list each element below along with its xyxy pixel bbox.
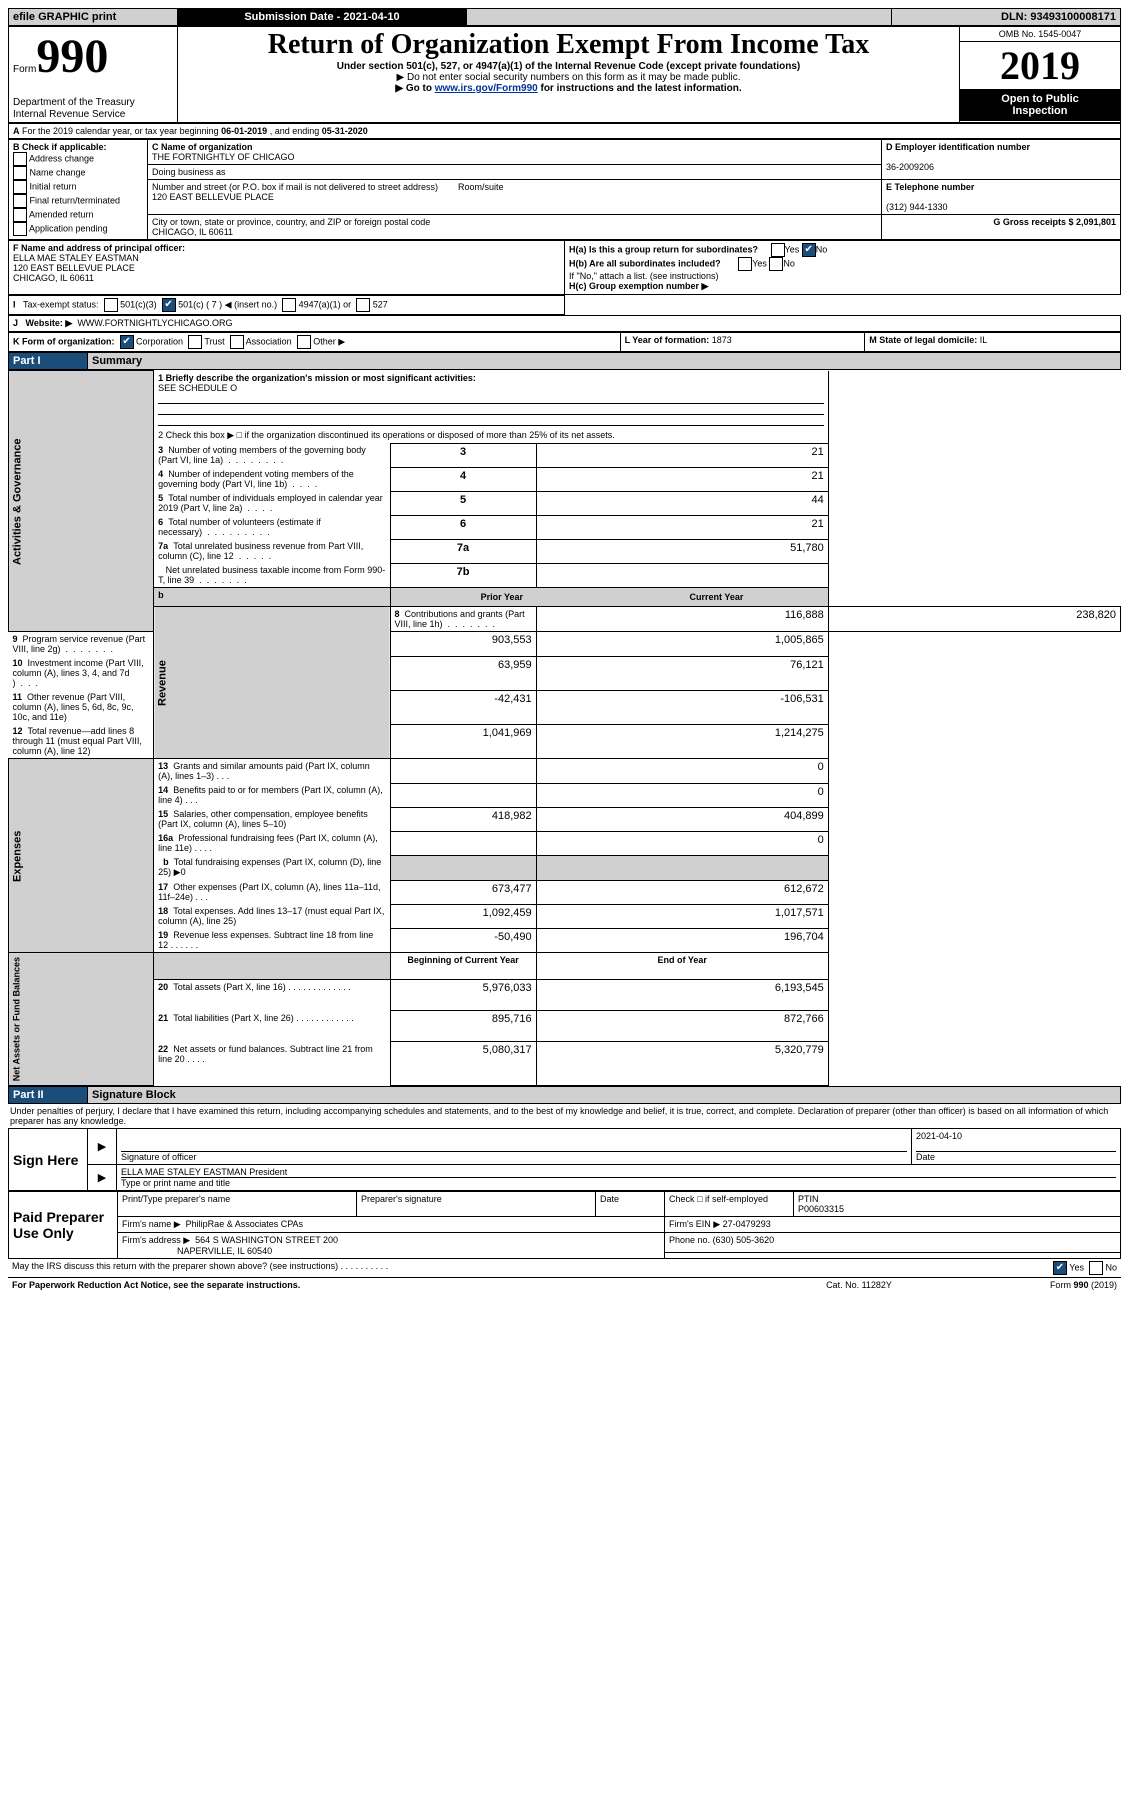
part2-header: Part II Signature Block xyxy=(8,1086,1121,1104)
firm-addr: 564 S WASHINGTON STREET 200 xyxy=(195,1235,338,1245)
dept-irs: Internal Revenue Service xyxy=(13,109,125,120)
tax-year: 2019 xyxy=(960,42,1120,89)
vert-activities: Activities & Governance xyxy=(9,371,154,632)
row-a-text: For the 2019 calendar year, or tax year … xyxy=(22,126,368,136)
vert-expenses: Expenses xyxy=(9,759,154,953)
klm-row: K Form of organization: ✔ Corporation Tr… xyxy=(8,332,1121,352)
ptin-value: P00603315 xyxy=(798,1204,844,1214)
part1-header: Part I Summary xyxy=(8,352,1121,370)
box-c-city: City or town, state or province, country… xyxy=(148,215,882,240)
submission-date: Submission Date - 2021-04-10 xyxy=(178,9,467,26)
footer-bottom: For Paperwork Reduction Act Notice, see … xyxy=(8,1278,1121,1292)
header-bar: efile GRAPHIC print Submission Date - 20… xyxy=(8,8,1121,26)
sig-name: ELLA MAE STALEY EASTMAN President Type o… xyxy=(117,1165,1121,1191)
firm-phone: (630) 505-3620 xyxy=(713,1235,775,1245)
form-box: Form990 Department of the Treasury Inter… xyxy=(9,27,178,123)
vert-revenue: Revenue xyxy=(154,607,390,759)
header-spacer xyxy=(467,9,892,26)
preparer-label: Paid Preparer Use Only xyxy=(9,1192,118,1259)
entity-block: B Check if applicable: Address change Na… xyxy=(8,139,1121,240)
box-c-dba: Doing business as xyxy=(148,165,882,180)
box-g: G Gross receipts $ 2,091,801 xyxy=(882,215,1121,240)
subtitle-2: ▶ Do not enter social security numbers o… xyxy=(182,72,955,83)
box-c-addr: Number and street (or P.O. box if mail i… xyxy=(148,180,882,215)
preparer-block: Paid Preparer Use Only Print/Type prepar… xyxy=(8,1191,1121,1259)
row-a: A For the 2019 calendar year, or tax yea… xyxy=(8,123,1121,139)
efile-label: efile GRAPHIC print xyxy=(9,9,178,26)
org-name: THE FORTNIGHTLY OF CHICAGO xyxy=(152,152,295,162)
dln: DLN: 93493100008171 xyxy=(892,9,1121,26)
form-number: 990 xyxy=(36,30,108,83)
fh-block: F Name and address of principal officer:… xyxy=(8,240,1121,295)
open-public: Open to PublicInspection xyxy=(960,89,1120,121)
title-box: Return of Organization Exempt From Incom… xyxy=(178,27,960,123)
ein-value: 36-2009206 xyxy=(886,162,934,172)
sig-date: 2021-04-10 Date xyxy=(912,1129,1121,1165)
sign-here-label: Sign Here xyxy=(9,1129,88,1191)
website-row: J Website: ▶ WWW.FORTNIGHTLYCHICAGO.ORG xyxy=(8,315,1121,332)
form-label: Form xyxy=(13,64,36,75)
box-f: F Name and address of principal officer:… xyxy=(9,241,565,295)
omb-number: OMB No. 1545-0047 xyxy=(960,27,1120,42)
subtitle-1: Under section 501(c), 527, or 4947(a)(1)… xyxy=(182,61,955,72)
street-addr: 120 EAST BELLEVUE PLACE xyxy=(152,192,274,202)
firm-ein: 27-0479293 xyxy=(723,1219,771,1229)
footer-row: May the IRS discuss this return with the… xyxy=(8,1259,1121,1277)
main-title: Return of Organization Exempt From Incom… xyxy=(182,29,955,61)
mission-answer: SEE SCHEDULE O xyxy=(158,383,237,393)
omb-box: OMB No. 1545-0047 2019 Open to PublicIns… xyxy=(960,27,1121,123)
box-b: B Check if applicable: Address change Na… xyxy=(9,140,148,240)
sign-here-block: Sign Here ▶ Signature of officer 2021-04… xyxy=(8,1128,1121,1191)
tax-status-row: I Tax-exempt status: 501(c)(3) ✔ 501(c) … xyxy=(8,295,1121,315)
part1-label: Part I xyxy=(9,353,88,370)
box-h: H(a) Is this a group return for subordin… xyxy=(565,241,1121,295)
box-d: D Employer identification number 36-2009… xyxy=(882,140,1121,180)
firm-name: PhilipRae & Associates CPAs xyxy=(186,1219,303,1229)
part2-label: Part II xyxy=(9,1087,88,1104)
phone-value: (312) 944-1330 xyxy=(886,202,948,212)
sig-officer: Signature of officer xyxy=(117,1129,912,1165)
title-row: Form990 Department of the Treasury Inter… xyxy=(8,26,1121,123)
website-url: WWW.FORTNIGHTLYCHICAGO.ORG xyxy=(77,318,232,328)
perjury-text: Under penalties of perjury, I declare th… xyxy=(8,1104,1121,1128)
form990-link[interactable]: www.irs.gov/Form990 xyxy=(435,83,538,94)
part2-title: Signature Block xyxy=(88,1087,1121,1104)
dept-treasury: Department of the Treasury xyxy=(13,97,135,108)
box-e: E Telephone number (312) 944-1330 xyxy=(882,180,1121,215)
vert-netassets: Net Assets or Fund Balances xyxy=(9,953,154,1086)
city-value: CHICAGO, IL 60611 xyxy=(152,227,233,237)
box-c-name: C Name of organization THE FORTNIGHTLY O… xyxy=(148,140,882,165)
summary-table: Activities & Governance 1 Briefly descri… xyxy=(8,370,1121,1086)
subtitle-3: ▶ Go to www.irs.gov/Form990 for instruct… xyxy=(182,83,955,94)
part1-title: Summary xyxy=(88,353,1121,370)
